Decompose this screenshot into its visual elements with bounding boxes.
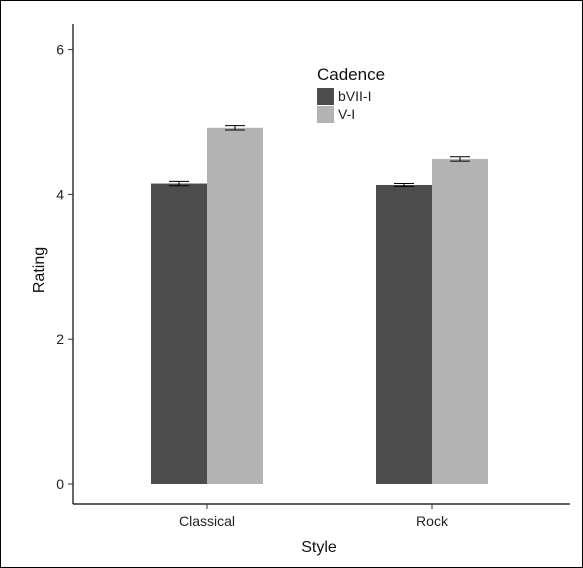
bar [376, 184, 432, 484]
x-tick-label: Classical [179, 513, 235, 529]
x-axis: Classical Rock [73, 503, 570, 529]
y-tick-label: 0 [56, 476, 64, 492]
bar [432, 158, 488, 484]
y-axis: 0 2 4 6 [56, 24, 74, 504]
x-axis-title: Style [301, 539, 337, 556]
legend-title: Cadence [317, 65, 385, 84]
legend-swatch [317, 106, 334, 123]
bars [151, 125, 488, 485]
x-tick-label: Rock [416, 513, 449, 529]
legend-swatch [317, 88, 334, 105]
bar [207, 127, 263, 485]
bar [151, 183, 207, 485]
legend: Cadence bVII-I V-I [317, 65, 385, 123]
y-axis-title: Rating [31, 247, 48, 293]
legend-label: bVII-I [338, 88, 371, 104]
y-tick-label: 4 [56, 186, 64, 202]
y-tick-label: 2 [56, 331, 64, 347]
y-tick-label: 6 [56, 42, 64, 58]
legend-label: V-I [338, 106, 355, 122]
